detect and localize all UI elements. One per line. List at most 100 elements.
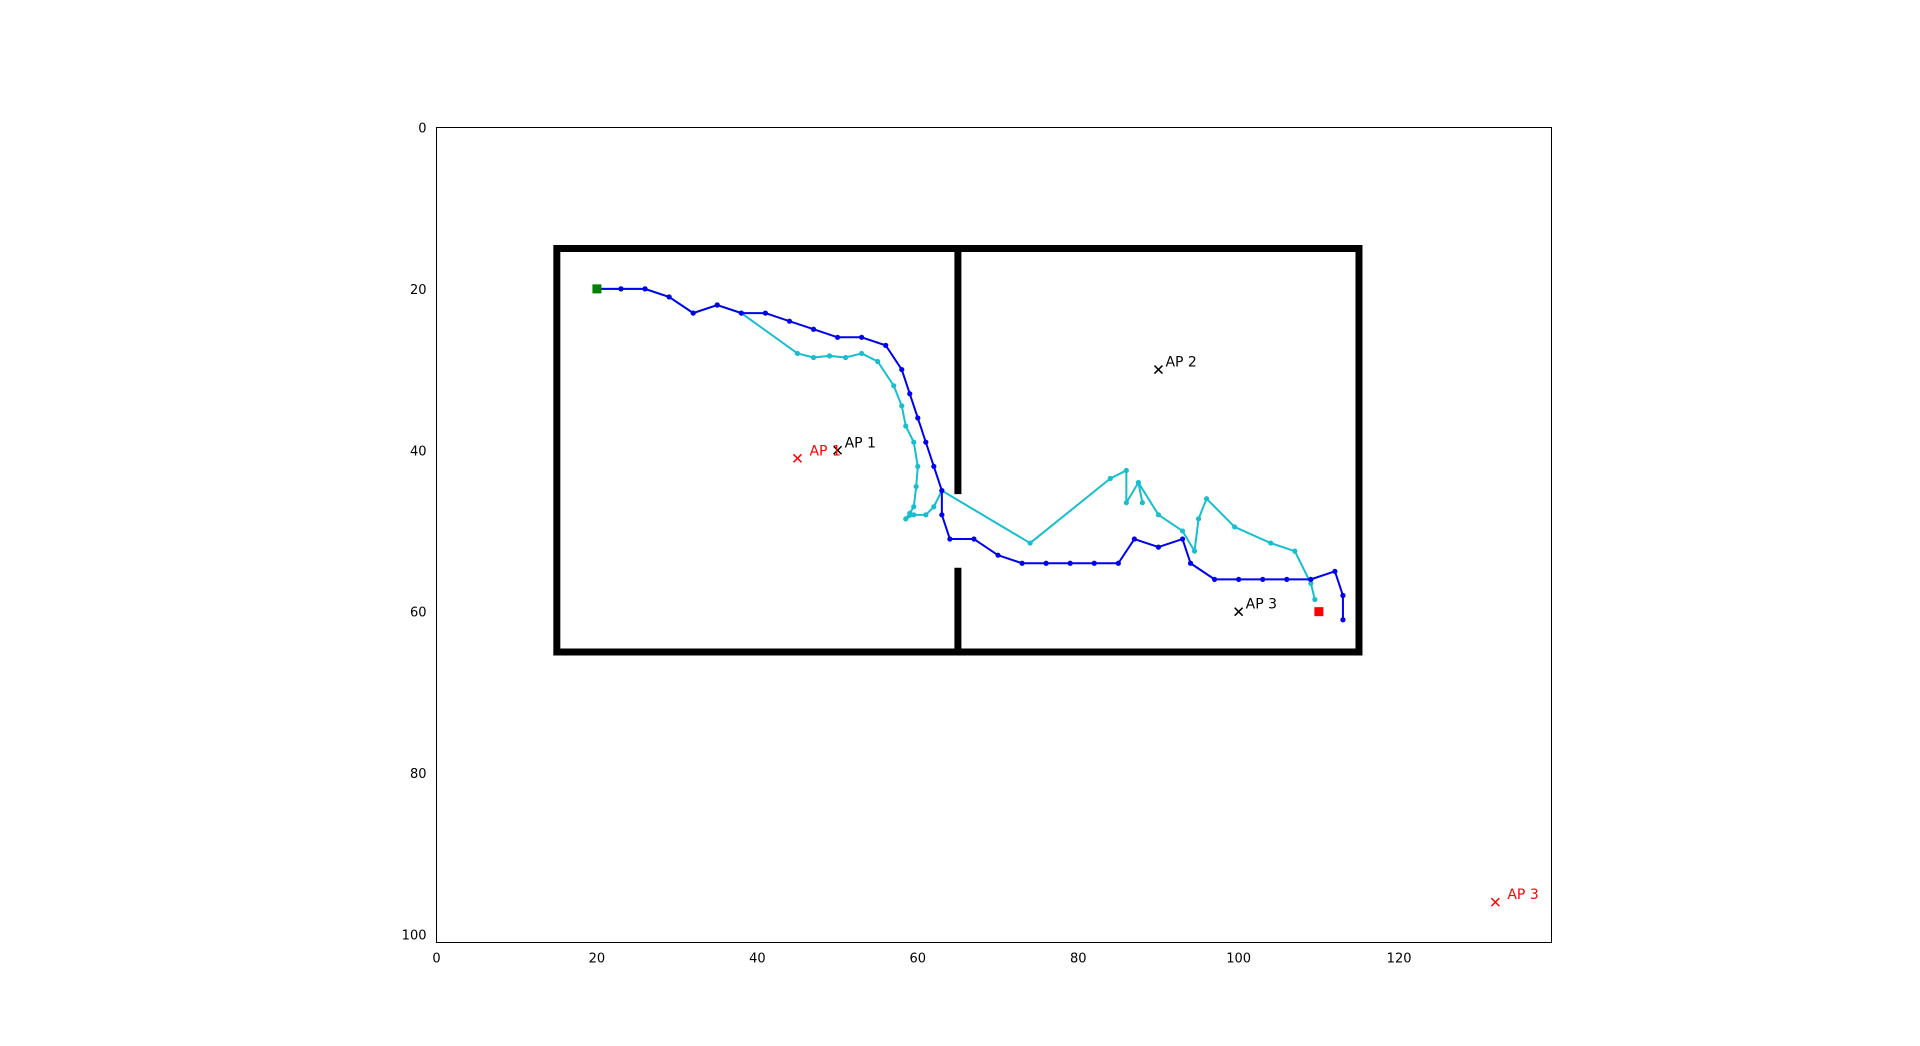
series-1-point <box>911 512 917 518</box>
series-1-point <box>1123 500 1129 506</box>
access-points-layer: AP 1 AP 2 AP 3 AP 1 AP 3 <box>792 355 1539 907</box>
series-1-point <box>1232 524 1238 530</box>
series-0-point <box>1284 576 1290 582</box>
x-tick-label: 0 <box>432 952 440 967</box>
series-0-point <box>971 536 977 542</box>
series-0-point <box>666 294 672 300</box>
series-1-point <box>911 504 917 510</box>
y-axis-ticks: 0 20 40 60 80 100 <box>402 122 427 944</box>
series-0-point <box>1155 544 1162 550</box>
series-1-point <box>859 350 865 357</box>
series-1-point <box>1312 596 1318 603</box>
access-point-0: AP 1 <box>833 435 876 455</box>
series-1-point <box>1191 548 1198 554</box>
series-0-point <box>859 334 865 340</box>
y-tick-label: 20 <box>410 283 427 298</box>
series-0-point <box>738 310 744 316</box>
series-0-point <box>1043 560 1049 566</box>
x-tick-label: 100 <box>1226 952 1251 967</box>
series-0-point <box>1340 592 1346 599</box>
series-1-point <box>913 483 919 490</box>
x-mark-icon <box>833 445 843 455</box>
series-0-line <box>596 287 1344 620</box>
series-1-point <box>923 512 929 518</box>
y-tick-label: 80 <box>410 767 427 782</box>
access-point-label: AP 3 <box>1246 597 1277 613</box>
access-point-label: AP 1 <box>845 435 876 451</box>
series-1-point <box>907 510 913 516</box>
series-0-point <box>899 366 905 373</box>
y-tick-label: 40 <box>410 444 427 459</box>
series-1-point <box>1107 475 1113 482</box>
series-0-point <box>939 488 945 494</box>
series-0-point <box>995 552 1001 558</box>
wall-0 <box>553 245 1363 656</box>
series-1-point <box>826 353 833 359</box>
series-1-point <box>1203 496 1210 502</box>
series-1-point <box>1027 540 1033 546</box>
series-0-point <box>931 463 937 470</box>
y-tick-label: 60 <box>410 606 427 621</box>
series-1-point <box>1268 540 1274 546</box>
series-layer <box>594 286 1346 623</box>
plot-area <box>436 127 1552 943</box>
series-0-point <box>907 391 913 397</box>
series-1-point <box>843 354 849 361</box>
series-0-point <box>834 334 841 340</box>
series-0-point <box>1131 536 1137 542</box>
x-mark-icon <box>1153 365 1163 375</box>
series-0-point <box>1019 560 1025 566</box>
series-1-point <box>794 350 801 357</box>
series-0-point <box>915 415 921 421</box>
series-0-point <box>618 286 624 292</box>
access-point-3: AP 1 <box>792 443 841 463</box>
series-1-point <box>903 423 909 429</box>
access-point-1: AP 2 <box>1153 355 1197 375</box>
series-0-point <box>1236 576 1242 582</box>
series-0-point <box>947 536 953 542</box>
series-0-point <box>883 342 889 348</box>
x-tick-label: 80 <box>1070 952 1087 967</box>
x-tick-label: 20 <box>589 952 606 967</box>
x-mark-icon <box>792 453 803 463</box>
x-tick-label: 60 <box>910 952 927 967</box>
series-0-point <box>1211 576 1218 582</box>
series-0-point <box>1179 536 1186 542</box>
x-tick-label: 120 <box>1387 952 1412 967</box>
series-1-point <box>1308 580 1314 587</box>
access-point-label: AP 2 <box>1165 355 1196 371</box>
x-axis-ticks: 0 20 40 60 80 100 120 <box>432 952 1411 967</box>
y-tick-label: 0 <box>418 122 426 137</box>
series-0 <box>594 286 1346 623</box>
access-point-4: AP 3 <box>1490 887 1539 907</box>
series-1-point <box>1292 548 1298 554</box>
series-1-point <box>915 463 921 470</box>
x-mark-icon <box>1234 607 1244 617</box>
markers-layer <box>592 284 1324 617</box>
series-0-point <box>939 512 945 518</box>
series-1-point <box>891 383 897 389</box>
series-1-point <box>1123 467 1129 474</box>
series-0-point <box>1340 617 1346 623</box>
walls-layer <box>553 245 1363 656</box>
series-0-point <box>786 318 793 324</box>
access-point-label: AP 3 <box>1507 887 1538 903</box>
series-0-point <box>810 326 817 332</box>
y-tick-label: 100 <box>402 928 427 943</box>
series-1-point <box>911 439 917 445</box>
start-marker <box>592 284 602 294</box>
series-0-point <box>642 286 648 292</box>
series-1-point <box>931 504 937 510</box>
series-1-point <box>1195 516 1202 522</box>
access-point-2: AP 3 <box>1234 597 1277 617</box>
series-1-point <box>1135 479 1141 486</box>
series-0-point <box>1067 560 1073 566</box>
series-0-point <box>923 439 929 445</box>
series-0-point <box>714 302 720 308</box>
access-point-label: AP 1 <box>809 443 840 459</box>
x-mark-icon <box>1490 897 1500 907</box>
series-0-point <box>1115 560 1121 566</box>
series-1-point <box>903 516 909 522</box>
series-0-point <box>690 310 696 316</box>
